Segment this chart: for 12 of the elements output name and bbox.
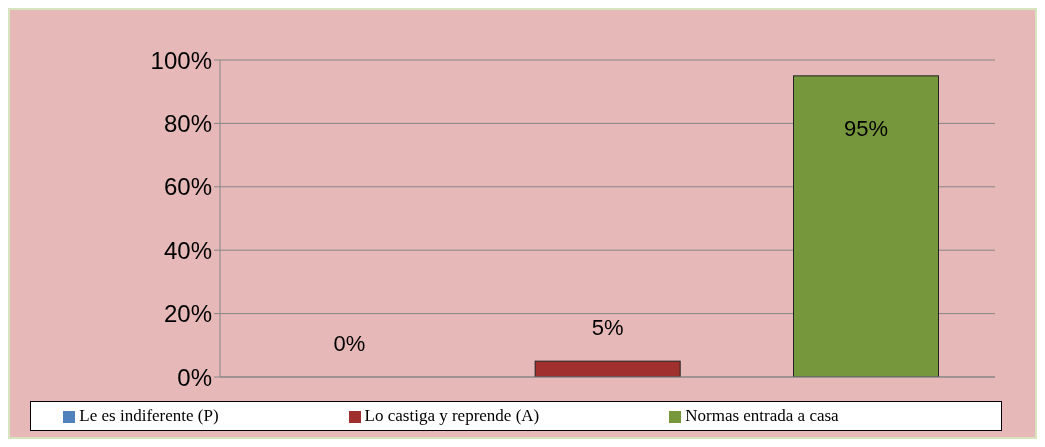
y-tick-label: 20%	[163, 300, 212, 328]
y-tick-label: 80%	[163, 109, 212, 137]
y-tick-label: 0%	[177, 363, 212, 391]
y-tick-label: 100%	[150, 46, 212, 74]
y-tick-label: 40%	[163, 236, 212, 264]
data-label: 0%	[333, 331, 366, 356]
data-label: 5%	[591, 315, 624, 341]
data-label: 95%	[843, 115, 889, 141]
legend-label: Normas entrada a casa	[685, 406, 839, 425]
legend-label: Lo castiga y reprende (A)	[364, 406, 540, 425]
y-tick-label: 60%	[163, 173, 212, 201]
legend-label: Le es indiferente (P)	[79, 406, 219, 425]
